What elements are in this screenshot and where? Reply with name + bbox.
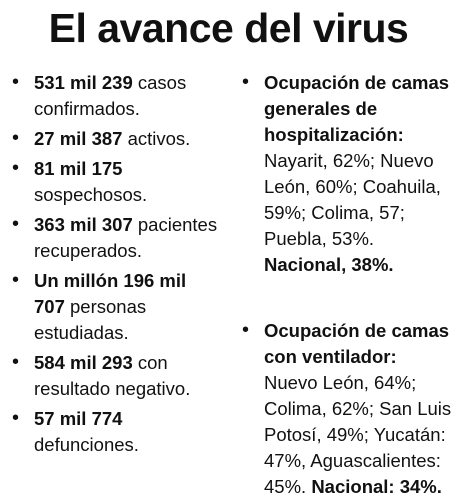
bullet-icon: • [12,269,20,291]
page-title: El avance del virus [48,5,409,51]
list-item: • Un millón 196 mil 707 personas estudiad… [8,268,218,346]
right-column: • Ocupación de camas generales de hospita… [238,70,454,500]
stat-label: con resultado negativo. [34,352,191,399]
stat-value: Un millón 196 mil 707 [34,270,187,317]
list-item: • 363 mil 307 pacientes recuperados. [8,212,218,264]
occupancy-item-ventilator-beds: • Ocupación de camas con ventilador: Nuev… [238,318,454,500]
occupancy-heading: Ocupación de camas generales de hospital… [264,72,450,145]
bullet-icon: • [12,71,20,93]
list-item: • 27 mil 387 activos. [8,126,218,152]
list-item: • 584 mil 293 con resultado negativo. [8,350,218,402]
stat-value: 363 mil 307 [34,214,133,235]
stat-label: personas estudiadas. [34,296,147,343]
national-value: Nacional, 38%. [264,254,394,275]
stat-value: 27 mil 387 [34,128,123,149]
stat-label: defunciones. [34,434,139,455]
bullet-icon: • [12,127,20,149]
stat-value: 531 mil 239 [34,72,133,93]
stat-label: activos. [122,128,191,149]
occupancy-item-general-beds: • Ocupación de camas generales de hospita… [238,70,454,278]
bullet-icon: • [12,213,20,235]
list-item: • 81 mil 175 sospechosos. [8,156,218,208]
stat-value: 584 mil 293 [34,352,133,373]
occupancy-body: Nayarit, 62%; Nuevo León, 60%; Coahuila,… [264,150,441,249]
bullet-icon: • [12,351,20,373]
stat-label: casos confirmados. [34,72,187,119]
occupancy-heading: Ocupación de camas con ventilador: [264,320,450,367]
national-value: Nacional: 34%. [311,476,442,497]
bullet-icon: • [12,407,20,429]
stats-list: • 531 mil 239 casos confirmados. • 27 mil … [8,70,218,458]
bullet-icon: • [242,319,250,341]
bullet-icon: • [12,157,20,179]
stat-label: pacientes recuperados. [34,214,218,261]
list-item: • 57 mil 774 defunciones. [8,406,218,458]
stat-label: sospechosos. [34,184,148,205]
occupancy-body: Nuevo León, 64%; Colima, 62%; San Luis P… [264,372,452,497]
stat-value: 81 mil 175 [34,158,123,179]
left-column: • 531 mil 239 casos confirmados. • 27 mil … [8,70,218,462]
list-item: • 531 mil 239 casos confirmados. [8,70,218,122]
occupancy-list: • Ocupación de camas generales de hospita… [238,70,454,500]
stat-value: 57 mil 774 [34,408,123,429]
bullet-icon: • [242,71,250,93]
